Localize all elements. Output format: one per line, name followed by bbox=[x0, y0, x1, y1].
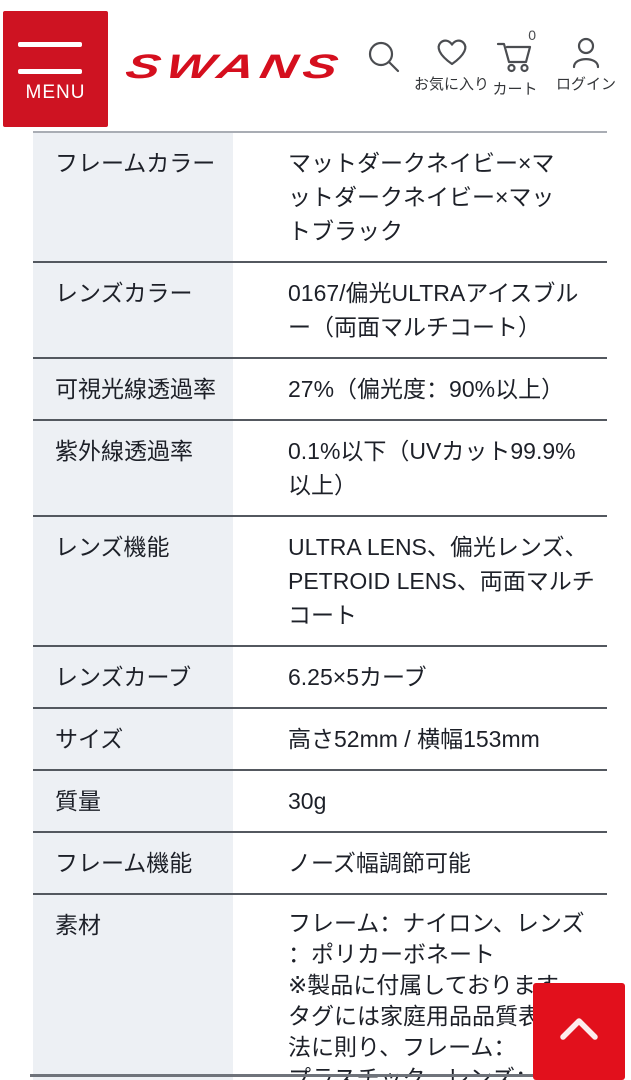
spec-label: 素材 bbox=[33, 895, 233, 1080]
spec-value: 30g bbox=[233, 771, 607, 831]
spec-label: レンズカラー bbox=[33, 263, 233, 357]
cart-count-badge: 0 bbox=[528, 27, 536, 43]
favorites-label: お気に入り bbox=[414, 76, 490, 93]
scroll-to-top-button[interactable] bbox=[533, 983, 625, 1080]
hamburger-icon bbox=[18, 42, 82, 47]
spec-value: マットダークネイビー×マ ットダークネイビー×マッ トブラック bbox=[233, 133, 607, 261]
menu-button[interactable]: MENU bbox=[3, 11, 108, 127]
spec-table-row: レンズカラー 0167/偏光ULTRAアイスブル ー（両面マルチコート） bbox=[33, 261, 607, 357]
spec-value: 0167/偏光ULTRAアイスブル ー（両面マルチコート） bbox=[233, 263, 607, 357]
spec-value: 6.25×5カーブ bbox=[233, 647, 607, 707]
chevron-up-icon bbox=[560, 1018, 598, 1040]
spec-table-row: 可視光線透過率 27%（偏光度：90%以上） bbox=[33, 357, 607, 419]
login-button[interactable]: ログイン bbox=[556, 36, 616, 93]
cart-icon bbox=[496, 42, 532, 73]
spec-table-row: 質量 30g bbox=[33, 769, 607, 831]
spec-label: フレーム機能 bbox=[33, 833, 233, 893]
user-icon bbox=[572, 37, 600, 69]
cart-button[interactable]: 0 カート bbox=[492, 27, 538, 98]
spec-label: 紫外線透過率 bbox=[33, 421, 233, 515]
spec-table-row: フレーム機能 ノーズ幅調節可能 bbox=[33, 831, 607, 893]
heart-icon bbox=[437, 39, 466, 66]
search-icon bbox=[368, 41, 400, 73]
spec-value: ULTRA LENS、偏光レンズ、 PETROID LENS、両面マルチ コート bbox=[233, 517, 607, 645]
spec-value: ノーズ幅調節可能 bbox=[233, 833, 607, 893]
spec-table-row: フレームカラー マットダークネイビー×マ ットダークネイビー×マッ トブラック bbox=[33, 133, 607, 261]
favorites-button[interactable]: お気に入り bbox=[414, 36, 489, 93]
menu-button-label: MENU bbox=[25, 82, 86, 103]
spec-label: レンズカーブ bbox=[33, 647, 233, 707]
spec-table-row: 素材 フレーム：ナイロン、レンズ ：ポリカーボネート ※製品に付属しております … bbox=[33, 893, 607, 1080]
search-button[interactable] bbox=[367, 40, 401, 74]
cart-label: カート bbox=[492, 81, 538, 98]
spec-label: 質量 bbox=[33, 771, 233, 831]
spec-value: 27%（偏光度：90%以上） bbox=[233, 359, 607, 419]
spec-label: 可視光線透過率 bbox=[33, 359, 233, 419]
spec-table-row: レンズ機能 ULTRA LENS、偏光レンズ、 PETROID LENS、両面マ… bbox=[33, 515, 607, 645]
login-label: ログイン bbox=[556, 76, 617, 93]
swans-logo[interactable]: SWANS bbox=[122, 48, 348, 86]
hamburger-icon bbox=[18, 69, 82, 74]
spec-value: 0.1%以下（UVカット99.9% 以上） bbox=[233, 421, 607, 515]
spec-table-row: サイズ 高さ52mm / 横幅153mm bbox=[33, 707, 607, 769]
spec-label: フレームカラー bbox=[33, 133, 233, 261]
spec-table: フレームカラー マットダークネイビー×マ ットダークネイビー×マッ トブラック … bbox=[33, 131, 607, 1080]
table-bottom-border bbox=[30, 1074, 625, 1077]
header: MENU SWANS お気に入り 0 カート bbox=[0, 0, 631, 131]
spec-table-row: 紫外線透過率 0.1%以下（UVカット99.9% 以上） bbox=[33, 419, 607, 515]
spec-label: サイズ bbox=[33, 709, 233, 769]
spec-table-row: レンズカーブ 6.25×5カーブ bbox=[33, 645, 607, 707]
spec-label: レンズ機能 bbox=[33, 517, 233, 645]
spec-value: 高さ52mm / 横幅153mm bbox=[233, 709, 607, 769]
